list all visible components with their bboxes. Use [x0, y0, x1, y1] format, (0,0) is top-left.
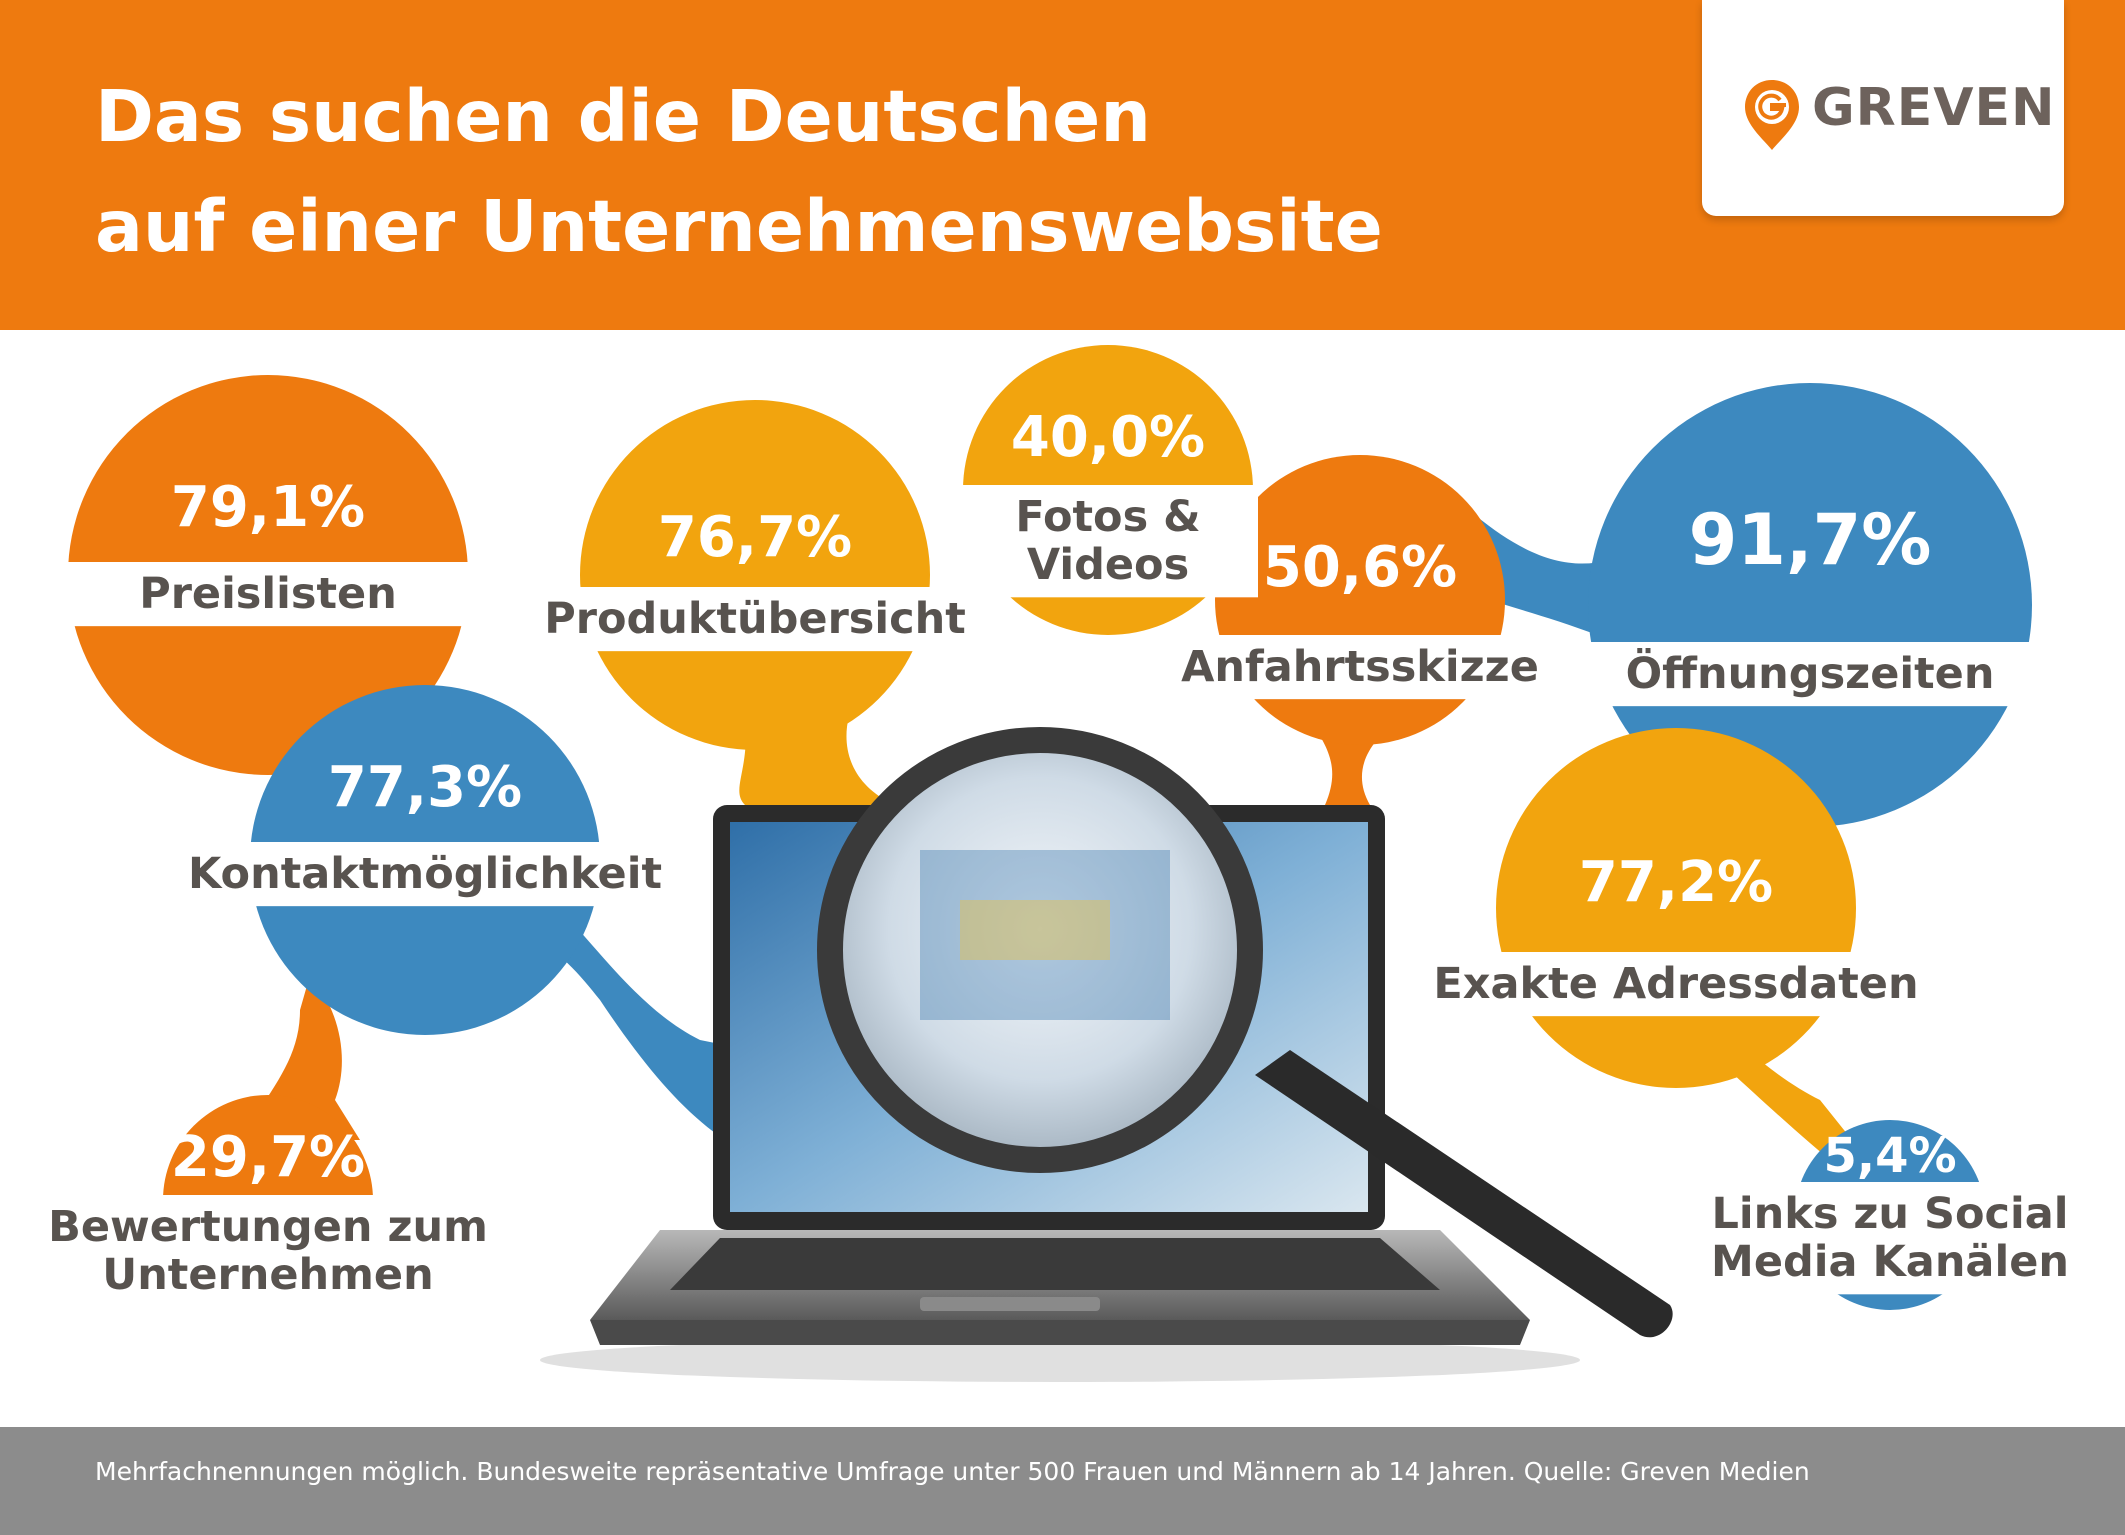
- value-label-preislisten: 79,1%: [170, 475, 366, 540]
- category-label-anfahrtsskizze: Anfahrtsskizze: [1181, 643, 1539, 691]
- label-band-preislisten: [63, 562, 473, 627]
- value-label-fotos-videos: 40,0%: [1010, 405, 1206, 470]
- title-line-1: Das suchen die Deutschen: [95, 75, 1151, 158]
- label-band-kontaktmoeglichkeit: [245, 842, 605, 907]
- label-band-oeffnungszeiten: [1583, 642, 2037, 707]
- category-label-exakte-adressdaten: Exakte Adressdaten: [1433, 960, 1918, 1008]
- source-note: Mehrfachnennungen möglich. Bundesweite r…: [95, 1457, 1810, 1486]
- connector-yellow-right: [1640, 930, 1860, 1160]
- category-label-kontaktmoeglichkeit: Kontaktmöglichkeit: [188, 850, 662, 898]
- magnifier-lens: [817, 727, 1263, 1173]
- connector-blue-right: [1475, 515, 1610, 640]
- bubble-anfahrtsskizze: [1215, 455, 1505, 745]
- logo: GREVEN: [1702, 0, 2064, 216]
- label-band-bewertungen-zum-unternehmen: [158, 1195, 378, 1308]
- label-band-produktuebersicht: [575, 587, 935, 652]
- map-pin-g-icon: [1745, 80, 1799, 150]
- category-label-line-1: Anfahrtsskizze: [1181, 642, 1539, 692]
- category-label-produktuebersicht: Produktübersicht: [544, 595, 966, 643]
- category-label-line-1: Fotos &: [1015, 492, 1201, 542]
- value-label-links-zu-social-media-kanaelen: 5,4%: [1823, 1128, 1957, 1184]
- category-label-line-1: Bewertungen zum: [48, 1202, 488, 1252]
- header-bar: Das suchen die Deutschen auf einer Unter…: [0, 0, 2125, 330]
- category-label-line-2: Videos: [1026, 540, 1190, 591]
- laptop-keyboard: [670, 1238, 1440, 1290]
- value-label-anfahrtsskizze: 50,6%: [1262, 535, 1458, 600]
- label-band-fotos-videos: [958, 485, 1258, 598]
- label-band-links-zu-social-media-kanaelen: [1790, 1182, 1990, 1295]
- bubble-layer: [63, 345, 2037, 1310]
- category-label-line-1: Öffnungszeiten: [1625, 649, 1995, 699]
- bubble-oeffnungszeiten: [1588, 383, 2032, 827]
- category-label-line-2: Unternehmen: [102, 1250, 434, 1301]
- label-band-anfahrtsskizze: [1210, 635, 1510, 700]
- category-label-line-2: Media Kanälen: [1711, 1237, 2069, 1288]
- page-title: Das suchen die Deutschen auf einer Unter…: [95, 62, 1383, 282]
- value-label-bewertungen-zum-unternehmen: 29,7%: [170, 1125, 366, 1190]
- category-label-line-1: Kontaktmöglichkeit: [187, 849, 663, 899]
- value-label-kontaktmoeglichkeit: 77,3%: [327, 755, 523, 820]
- value-label-oeffnungszeiten: 91,7%: [1688, 499, 1932, 581]
- category-label-line-1: Exakte Adressdaten: [1433, 959, 1919, 1009]
- logo-text: GREVEN: [1812, 78, 2056, 138]
- laptop-illustration: [540, 727, 1673, 1382]
- category-label-line-1: Links zu Social: [1711, 1189, 2069, 1239]
- category-label-links-zu-social-media-kanaelen: Links zu Social Media Kanälen: [1711, 1190, 2069, 1286]
- label-band-exakte-adressdaten: [1491, 952, 1861, 1017]
- category-label-line-1: Preislisten: [139, 569, 397, 619]
- category-label-line-1: Produktübersicht: [544, 594, 966, 644]
- laptop-touchpad: [920, 1297, 1100, 1311]
- bubble-produktuebersicht: [580, 400, 930, 750]
- value-label-exakte-adressdaten: 77,2%: [1578, 850, 1774, 915]
- footer-bar: Mehrfachnennungen möglich. Bundesweite r…: [0, 1427, 2125, 1535]
- category-label-preislisten: Preislisten: [139, 570, 397, 618]
- magnifier-handle: [1255, 1050, 1673, 1338]
- value-label-produktuebersicht: 76,7%: [657, 505, 853, 570]
- category-label-oeffnungszeiten: Öffnungszeiten: [1626, 650, 1995, 698]
- category-label-bewertungen-zum-unternehmen: Bewertungen zum Unternehmen: [48, 1203, 488, 1299]
- category-label-fotos-videos: Fotos & Videos: [1015, 493, 1200, 589]
- laptop-shadow: [540, 1338, 1580, 1382]
- title-line-2: auf einer Unternehmenswebsite: [95, 185, 1383, 268]
- connector-blue-left: [520, 910, 725, 1140]
